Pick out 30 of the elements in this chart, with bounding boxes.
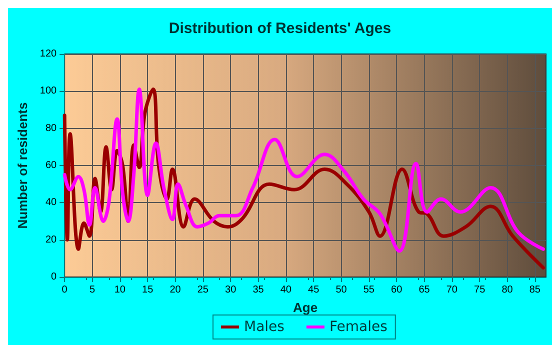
x-tick-label: 60: [391, 284, 403, 296]
x-tick-label: 10: [114, 284, 126, 296]
x-tick-label: 0: [62, 284, 68, 296]
y-tick-label: 100: [40, 86, 58, 97]
x-tick-label: 20: [170, 284, 182, 296]
x-tick-label: 50: [336, 284, 348, 296]
x-tick-label: 45: [308, 284, 320, 296]
x-tick-label: 75: [474, 284, 486, 296]
y-tick-label: 80: [45, 122, 58, 134]
x-tick-label: 30: [225, 284, 237, 296]
y-tick-label: 0: [51, 272, 58, 282]
y-tick-label: 20: [45, 234, 58, 246]
x-tick-label: 80: [502, 284, 514, 296]
x-tick-label: 40: [280, 284, 292, 296]
x-tick-label: 70: [446, 284, 458, 296]
legend-label: Females: [329, 319, 388, 335]
x-tick-label: 85: [529, 284, 541, 296]
x-tick-label: 65: [418, 284, 430, 296]
y-tick-label: 60: [45, 160, 58, 171]
y-axis-title: Number of residents: [15, 102, 30, 229]
y-tick-label: 40: [45, 197, 58, 208]
x-tick-label: 25: [197, 284, 209, 296]
legend-label: Males: [244, 319, 284, 335]
x-tick-label: 55: [363, 284, 375, 296]
chart-title: Distribution of Residents' Ages: [168, 20, 392, 37]
x-tick-label: 15: [142, 284, 154, 296]
x-axis-title: Age: [293, 300, 318, 315]
x-tick-label: 5: [89, 284, 96, 296]
y-tick-label: 120: [40, 48, 58, 60]
x-tick-label: 35: [252, 284, 264, 296]
